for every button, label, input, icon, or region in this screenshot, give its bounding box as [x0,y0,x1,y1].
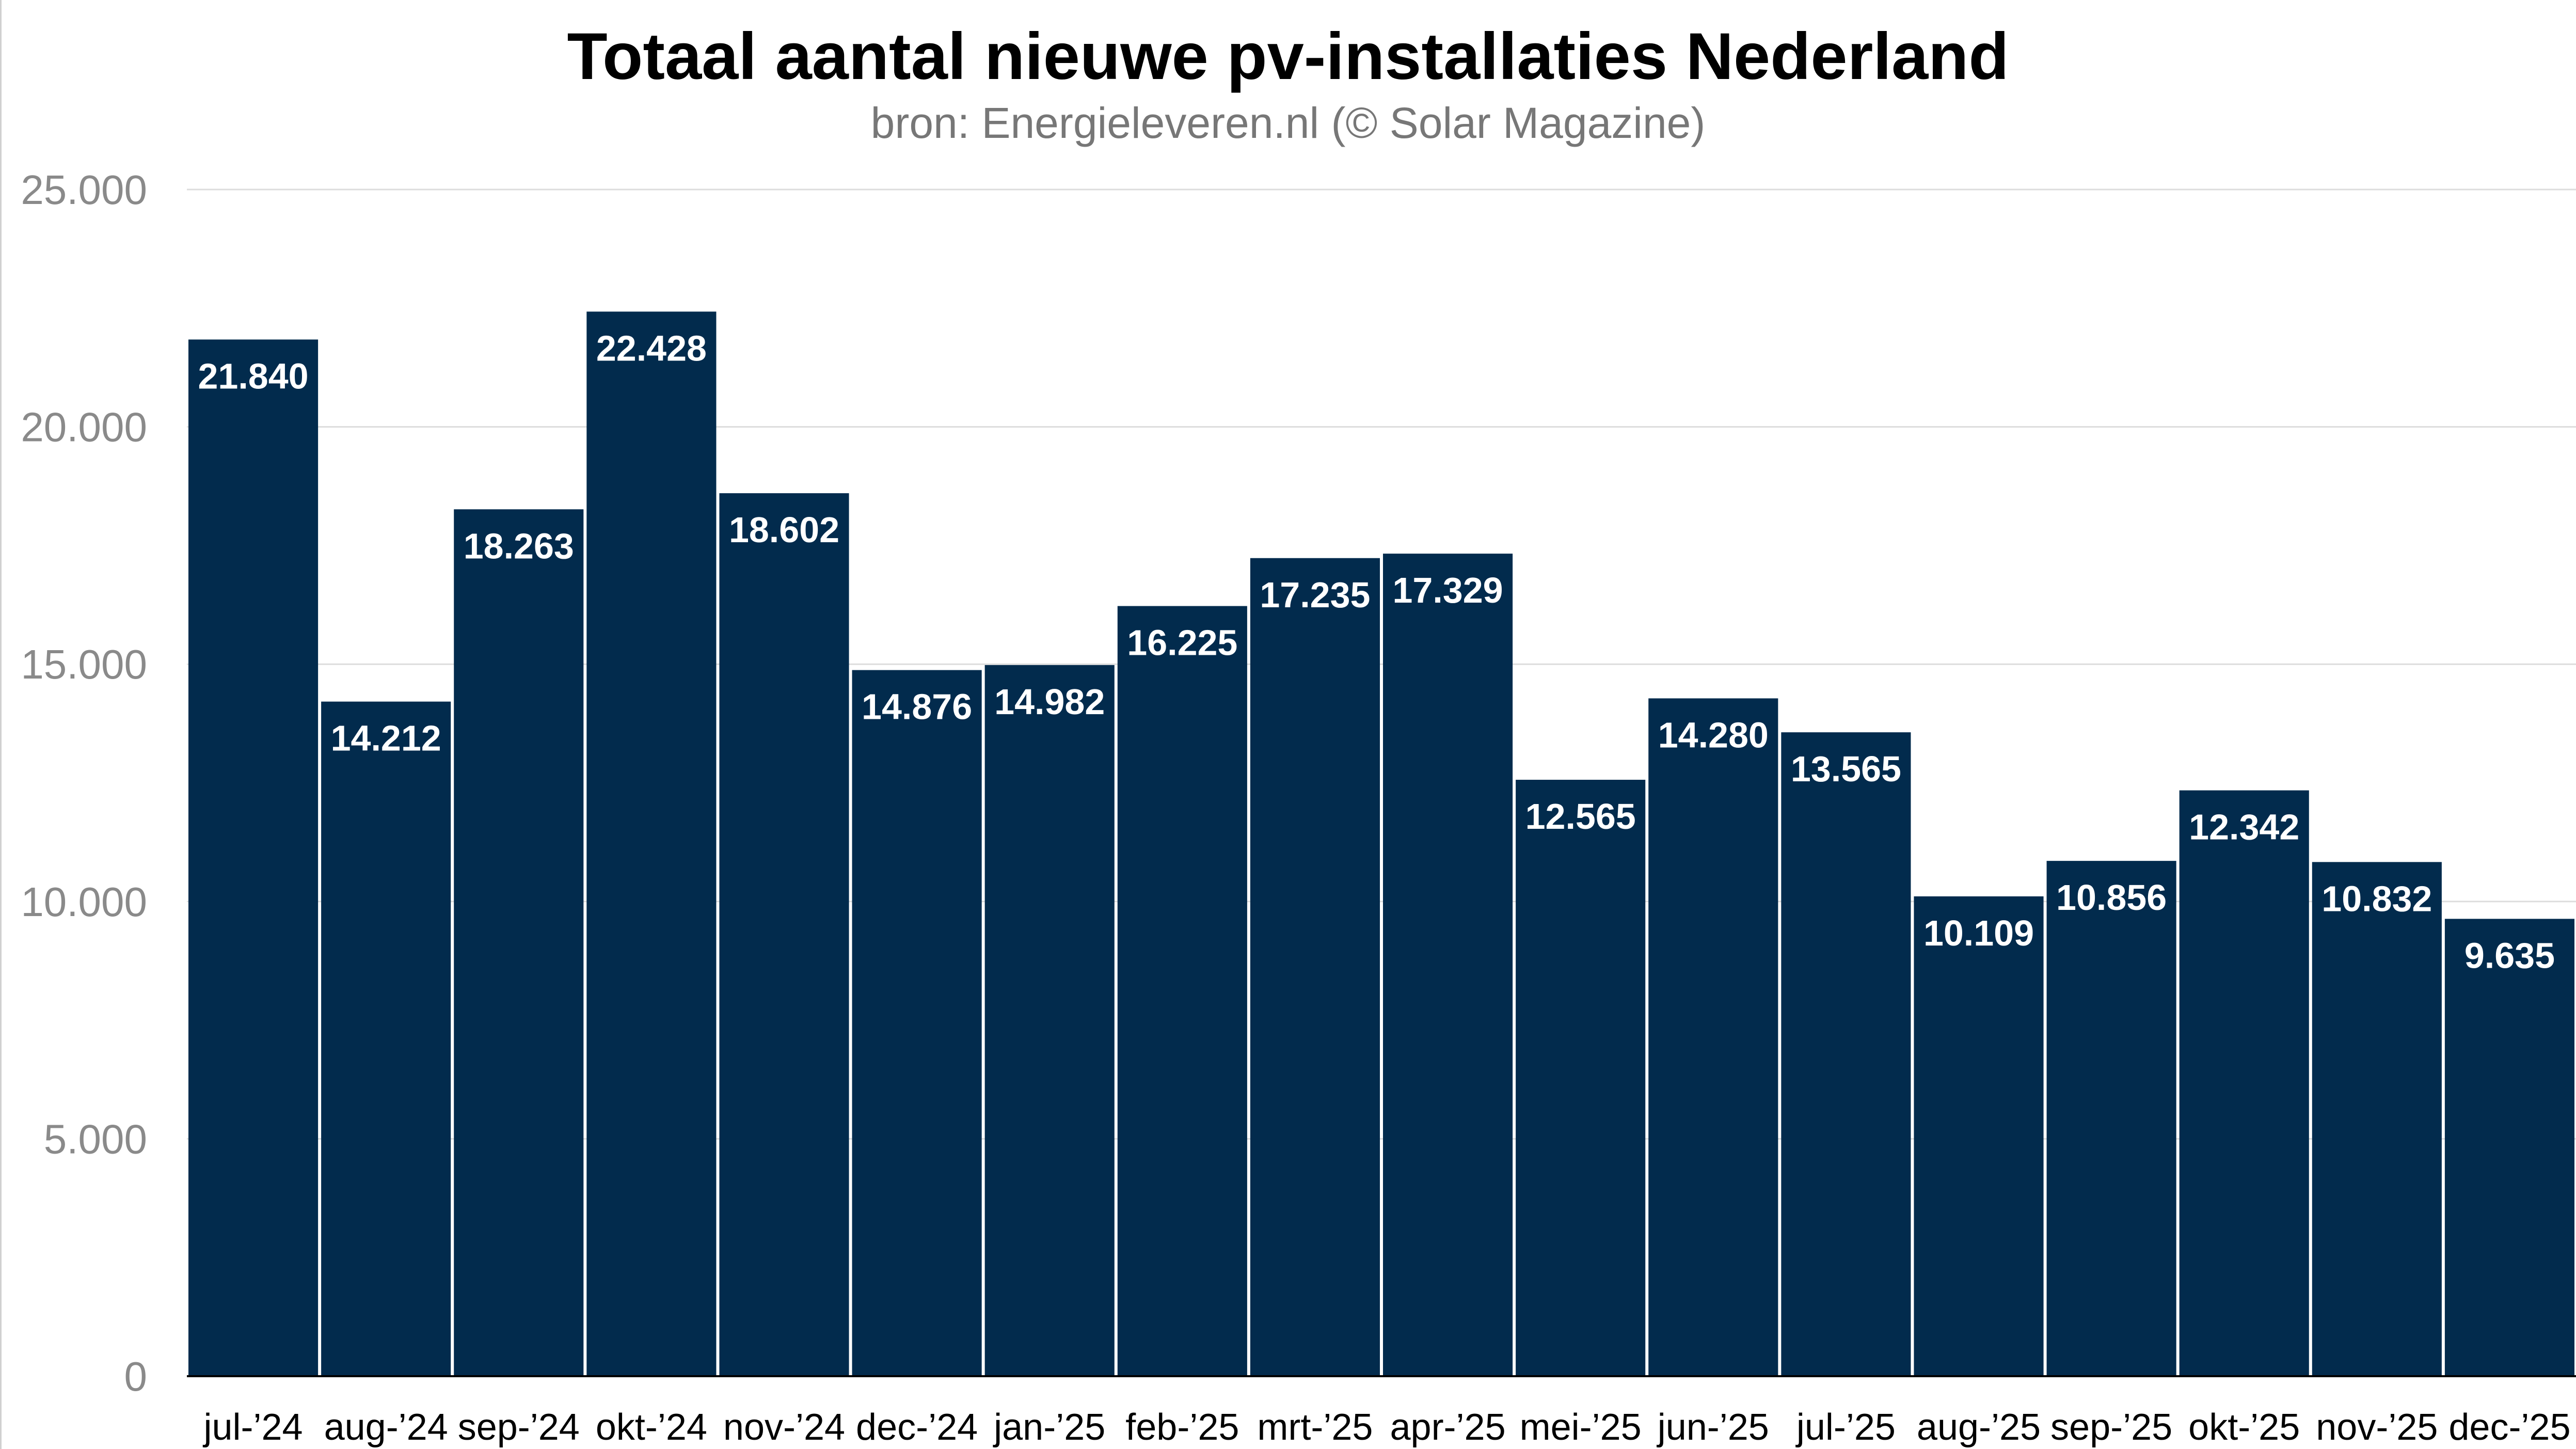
bar [719,493,849,1376]
y-tick-label: 0 [124,1353,148,1399]
x-category-label: jul-’24 [203,1407,303,1448]
x-category-label: feb-’25 [1125,1407,1239,1448]
bar [1648,698,1778,1376]
bar [454,509,584,1376]
chart-left-border [0,0,2,1449]
bar [321,701,451,1376]
y-tick-label: 20.000 [21,404,147,450]
bar-value-label: 16.225 [1127,623,1237,663]
y-tick-label: 15.000 [21,641,147,687]
x-category-label: aug-’25 [1917,1407,2041,1448]
bar [1250,558,1380,1376]
bar [1117,606,1247,1376]
bar-value-label: 14.982 [994,682,1105,722]
bar-value-label: 10.856 [2056,877,2167,918]
x-category-label: dec-’25 [2448,1407,2570,1448]
x-category-label: aug-’24 [324,1407,448,1448]
x-category-label: sep-’24 [458,1407,580,1448]
bars [188,311,2574,1376]
bar-value-label: 12.342 [2189,807,2299,847]
bar [852,670,982,1376]
bar [586,311,717,1376]
x-axis-category-labels: jul-’24 aug-’24 sep-’24 okt-’24 nov-’24 dec-’… [187,1375,2576,1448]
chart-title: Totaal aantal nieuwe pv-installaties Ned… [567,20,2009,93]
x-category-label: jan-’25 [993,1407,1105,1448]
bar [188,339,319,1376]
x-category-label: okt-’24 [596,1407,707,1448]
bar [2312,862,2442,1376]
x-category-label: sep-’25 [2050,1407,2172,1448]
y-tick-label: 10.000 [21,879,147,925]
x-category-label: jul-’25 [1795,1407,1896,1448]
y-axis-tick-labels: 0 5.000 10.000 15.000 20.000 25.000 [21,167,147,1399]
x-category-label: apr-’25 [1390,1407,1505,1448]
bar-value-label: 17.329 [1393,570,1503,610]
bar-value-label: 10.109 [1923,913,2034,953]
y-tick-label: 25.000 [21,167,147,213]
bar-value-label: 9.635 [2464,935,2555,975]
bar-value-label: 18.602 [729,510,839,550]
gridlines [187,188,2576,1140]
bar-value-label: 10.832 [2321,878,2432,919]
bar-value-label: 12.565 [1525,796,1636,837]
x-category-label: dec-’24 [856,1407,978,1448]
x-category-label: mrt-’25 [1257,1407,1373,1448]
x-category-label: jun-’25 [1657,1407,1769,1448]
bar [2179,790,2309,1376]
bar [1914,896,2044,1376]
bar-value-label: 21.840 [198,356,309,396]
bar [2444,919,2574,1376]
bar-value-label: 18.263 [464,526,574,566]
x-category-label: nov-’25 [2316,1407,2438,1448]
bar-value-labels: 21.840 14.212 18.263 22.428 18.602 14.876 14.9… [198,328,2555,975]
chart-subtitle: bron: Energieleveren.nl (© Solar Magazin… [870,99,1706,147]
bar [1383,554,1513,1376]
bar-value-label: 14.280 [1658,715,1769,755]
bar-value-label: 14.212 [331,718,441,759]
bar [984,665,1115,1376]
bar-value-label: 17.235 [1260,575,1370,615]
bar-value-label: 22.428 [596,328,707,368]
bar [1516,780,1646,1376]
bar [1781,732,1911,1376]
bar [2046,861,2176,1376]
y-tick-label: 5.000 [44,1116,147,1162]
x-category-label: nov-’24 [723,1407,845,1448]
x-category-label: okt-’25 [2188,1407,2300,1448]
x-category-label: mei-’25 [1520,1407,1642,1448]
bar-value-label: 13.565 [1791,749,1901,789]
bar-value-label: 14.876 [862,687,972,727]
